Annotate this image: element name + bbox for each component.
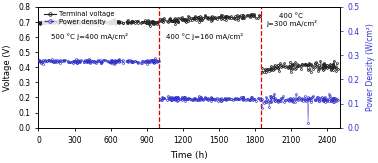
Text: 500 °C j=400 mA/cm²: 500 °C j=400 mA/cm² (51, 33, 127, 40)
Text: 400 °C
j=300 mA/cm²: 400 °C j=300 mA/cm² (266, 13, 317, 27)
Y-axis label: Voltage (V): Voltage (V) (3, 44, 12, 91)
Y-axis label: Power Density (W/cm²): Power Density (W/cm²) (366, 23, 375, 111)
X-axis label: Time (h): Time (h) (170, 150, 208, 160)
Legend: Terminal voltage, Power density: Terminal voltage, Power density (42, 9, 117, 27)
Text: 400 °C j=160 mA/cm²: 400 °C j=160 mA/cm² (166, 33, 243, 40)
